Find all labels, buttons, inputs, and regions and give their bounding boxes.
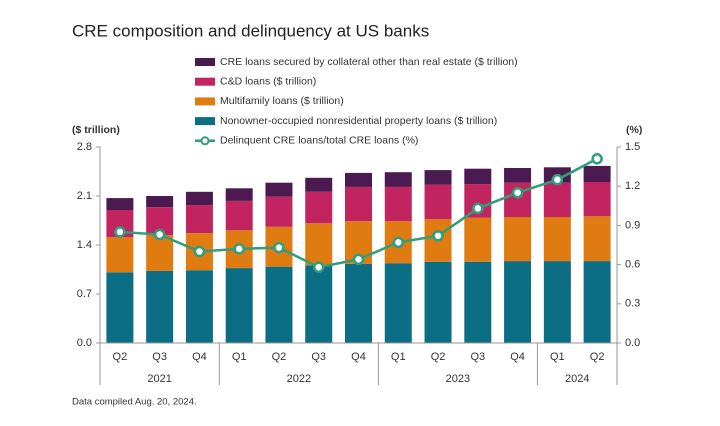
bar-segment (384, 186, 412, 222)
x-tick-label: Q2 (113, 351, 128, 363)
bar-segment (265, 266, 293, 343)
line-marker (511, 186, 524, 199)
bar-segment (305, 177, 333, 192)
x-tick-label: Q4 (351, 351, 366, 363)
y-tick-label: 0.0 (77, 337, 92, 349)
y2-axis-label: (%) (626, 124, 642, 136)
line-marker (233, 243, 245, 255)
bar-segment (424, 184, 452, 220)
x-tick-label: Q4 (510, 351, 525, 363)
legend-label: Multifamily loans ($ trillion) (220, 95, 344, 107)
bar-segment (345, 186, 372, 222)
x-tick-label: Q3 (152, 351, 167, 363)
y2-tick-label: 0.6 (625, 259, 640, 271)
bar-segment (225, 200, 253, 231)
bar-segment (464, 217, 492, 262)
bar-segment (345, 172, 372, 187)
bar-segment (583, 165, 611, 182)
x-group-label: 2021 (147, 373, 171, 385)
bar-segment (504, 217, 532, 262)
line-marker (472, 202, 484, 215)
line-marker (432, 230, 444, 242)
bar-segment (583, 216, 611, 262)
y2-tick-label: 0.9 (625, 219, 640, 231)
x-group-label: 2024 (565, 373, 589, 385)
y2-tick-label: 1.5 (625, 141, 640, 153)
line-marker (352, 253, 365, 266)
y-tick-label: 2.8 (77, 141, 92, 153)
bar-segment (384, 263, 412, 343)
y-tick-label: 1.4 (77, 239, 92, 251)
y-axis-label: ($ trillion) (72, 124, 120, 136)
bar-segment (464, 261, 492, 343)
legend-swatch (195, 117, 215, 126)
bar-segment (305, 265, 333, 343)
y-tick-label: 2.1 (77, 190, 92, 202)
x-tick-label: Q1 (550, 351, 565, 363)
line-marker (312, 261, 325, 273)
x-group-label: 2022 (287, 373, 311, 385)
chart-title: CRE composition and delinquency at US ba… (72, 21, 429, 40)
bar-segment (106, 272, 134, 343)
bar-segment (265, 196, 293, 227)
line-marker (273, 241, 285, 254)
bar-segment (146, 235, 174, 271)
x-tick-label: Q2 (272, 351, 287, 363)
line-marker (193, 245, 206, 258)
bar-segment (504, 261, 532, 343)
bar-segment (543, 182, 571, 217)
bar-segment (185, 205, 213, 234)
x-group-label: 2023 (446, 373, 470, 385)
bar-segment (146, 270, 174, 343)
legend-label: C&D loans ($ trillion) (220, 75, 316, 87)
legend-swatch (195, 77, 215, 86)
bar-segment (146, 196, 174, 208)
bar-segment (106, 237, 134, 273)
legend-swatch (200, 136, 210, 146)
y-tick-label: 0.7 (77, 288, 92, 300)
bar-segment (106, 198, 134, 210)
bar-segment (543, 261, 571, 343)
x-tick-label: Q2 (590, 351, 605, 363)
legend-label: CRE loans secured by collateral other th… (220, 56, 518, 68)
legend-swatch (195, 58, 215, 66)
bar-segment (424, 170, 452, 185)
bar-segment (543, 217, 571, 262)
legend-label: Delinquent CRE loans/total CRE loans (%) (220, 135, 418, 147)
bar-segment (305, 223, 333, 266)
y2-tick-label: 1.2 (625, 180, 640, 192)
x-tick-label: Q1 (391, 351, 406, 363)
x-tick-label: Q2 (431, 351, 446, 363)
bar-segment (185, 270, 213, 343)
x-tick-label: Q4 (192, 351, 207, 363)
legend-swatch (195, 97, 215, 106)
bar-segment (384, 172, 412, 187)
line-marker (591, 153, 603, 165)
bar-segment (424, 261, 452, 343)
x-tick-label: Q3 (311, 351, 326, 363)
x-tick-label: Q3 (470, 351, 485, 363)
bar-segment (464, 168, 492, 185)
bar-segment (265, 182, 293, 197)
bar-segment (345, 263, 372, 343)
legend-label: Nonowner-occupied nonresidential propert… (220, 115, 497, 127)
line-marker (114, 226, 126, 238)
bar-segment (305, 191, 333, 224)
bar-segment (225, 268, 253, 343)
line-marker (153, 228, 166, 241)
y2-tick-label: 0.3 (625, 298, 640, 310)
bar-segment (185, 191, 213, 206)
bar-segment (583, 261, 611, 343)
x-tick-label: Q1 (232, 351, 247, 363)
line-marker (551, 173, 564, 186)
footnote: Data compiled Aug. 20, 2024. (72, 397, 197, 408)
line-marker (392, 236, 405, 249)
y2-tick-label: 0.0 (625, 337, 640, 349)
bar-segment (583, 182, 611, 217)
bar-segment (225, 188, 253, 201)
bar-segment (504, 168, 532, 183)
